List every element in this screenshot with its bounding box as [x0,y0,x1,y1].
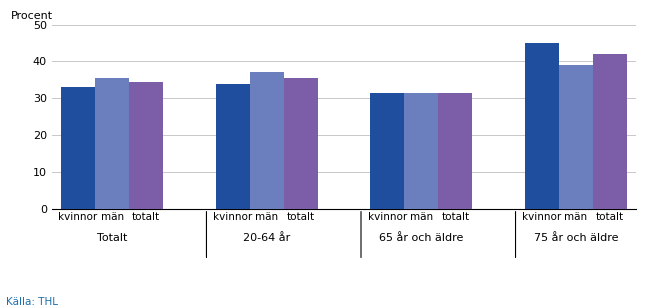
Bar [61,87,95,209]
Bar [250,72,284,209]
Bar [95,78,129,209]
Bar [284,78,318,209]
Text: Källa: THL: Källa: THL [6,297,58,307]
Text: 20-64 år: 20-64 år [243,233,290,243]
Bar [129,82,164,209]
Bar [593,54,627,209]
Bar [524,43,559,209]
Bar [559,65,593,209]
Bar [215,84,250,209]
Text: Procent: Procent [11,11,53,21]
Bar [404,93,438,209]
Text: Totalt: Totalt [97,233,127,243]
Text: 75 år och äldre: 75 år och äldre [533,233,618,243]
Text: 65 år och äldre: 65 år och äldre [379,233,463,243]
Bar [370,93,404,209]
Bar [438,93,472,209]
